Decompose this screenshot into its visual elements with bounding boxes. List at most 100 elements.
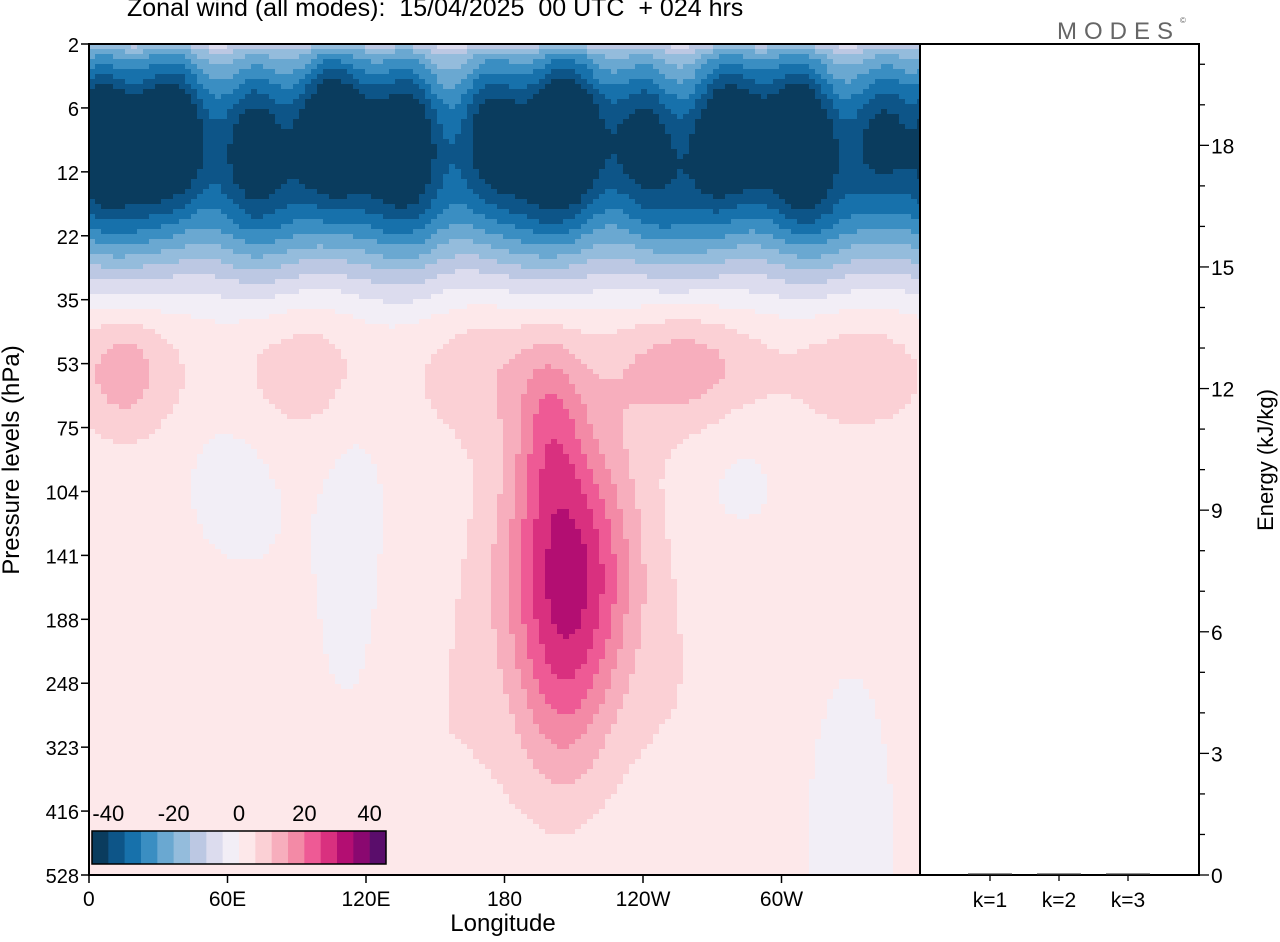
heatmap-cell <box>173 124 180 130</box>
heatmap-cell <box>395 44 402 50</box>
heatmap-cell <box>707 59 714 65</box>
heatmap-cell <box>761 129 768 135</box>
heatmap-cell <box>815 124 822 130</box>
heatmap-cell <box>449 99 456 105</box>
heatmap-cell <box>173 109 180 115</box>
heatmap-cell <box>527 184 534 190</box>
heatmap-cell <box>413 109 420 115</box>
heatmap-cell <box>311 154 318 160</box>
heatmap-cell <box>869 84 876 90</box>
heatmap-cell <box>479 79 486 85</box>
heatmap-cell <box>257 119 264 125</box>
heatmap-cell <box>659 129 666 135</box>
heatmap-cell <box>719 129 726 135</box>
heatmap-cell <box>665 179 672 185</box>
heatmap-cell <box>881 54 888 60</box>
heatmap-cell <box>191 49 198 55</box>
heatmap-cell <box>803 49 810 55</box>
heatmap-cell <box>533 159 540 165</box>
heatmap-cell <box>329 189 336 195</box>
heatmap-cell <box>887 159 894 165</box>
heatmap-cell <box>269 194 276 200</box>
heatmap-cell <box>695 49 702 55</box>
heatmap-cell <box>635 74 642 80</box>
heatmap-cell <box>575 74 582 80</box>
heatmap-cell <box>701 124 708 130</box>
heatmap-cell <box>635 189 642 195</box>
heatmap-cell <box>653 129 660 135</box>
heatmap-cell <box>779 99 786 105</box>
heatmap-cell <box>725 54 732 60</box>
heatmap-cell <box>401 199 408 205</box>
heatmap-cell <box>533 69 540 75</box>
heatmap-cell <box>407 139 414 145</box>
heatmap-cell <box>347 69 354 75</box>
heatmap-cell <box>767 84 774 90</box>
heatmap-cell <box>845 164 852 170</box>
heatmap-cell <box>779 189 786 195</box>
heatmap-cell <box>809 109 816 115</box>
heatmap-cell <box>515 109 522 115</box>
heatmap-cell <box>155 154 162 160</box>
heatmap-cell <box>365 69 372 75</box>
heatmap-cell <box>425 84 432 90</box>
heatmap-cell <box>515 64 522 70</box>
heatmap-cell <box>413 59 420 65</box>
heatmap-cell <box>527 204 534 210</box>
heatmap-cell <box>413 124 420 130</box>
heatmap-cell <box>167 139 174 145</box>
heatmap-cell <box>845 44 852 50</box>
heatmap-cell <box>689 119 696 125</box>
heatmap-cell <box>587 94 594 100</box>
heatmap-cell <box>149 204 156 210</box>
heatmap-cell <box>515 219 522 225</box>
heatmap-cell <box>851 204 858 210</box>
heatmap-cell <box>431 219 438 225</box>
heatmap-cell <box>275 179 282 185</box>
heatmap-cell <box>479 139 486 145</box>
heatmap-cell <box>695 189 702 195</box>
heatmap-cell <box>293 184 300 190</box>
heatmap-cell <box>341 179 348 185</box>
heatmap-cell <box>431 159 438 165</box>
heatmap-cell <box>551 69 558 75</box>
heatmap-cell <box>335 134 342 140</box>
heatmap-cell <box>731 74 738 80</box>
heatmap-cell <box>317 99 324 105</box>
heatmap-cell <box>809 169 816 175</box>
heatmap-cell <box>521 54 528 60</box>
heatmap-cell <box>551 129 558 135</box>
heatmap-cell <box>143 149 150 155</box>
heatmap-cell <box>851 84 858 90</box>
heatmap-cell <box>863 159 870 165</box>
heatmap-cell <box>239 79 246 85</box>
heatmap-cell <box>287 99 294 105</box>
heatmap-cell <box>863 214 870 220</box>
heatmap-cell <box>917 199 920 205</box>
heatmap-cell <box>341 189 348 195</box>
heatmap-cell <box>185 184 192 190</box>
heatmap-cell <box>503 134 510 140</box>
heatmap-cell <box>875 99 882 105</box>
heatmap-cell <box>443 94 450 100</box>
heatmap-cell <box>665 89 672 95</box>
heatmap-cell <box>311 44 318 50</box>
heatmap-cell <box>767 204 774 210</box>
heatmap-cell <box>125 139 132 145</box>
heatmap-cell <box>623 164 630 170</box>
heatmap-cell <box>119 144 126 150</box>
heatmap-cell <box>191 54 198 60</box>
heatmap-cell <box>257 199 264 205</box>
heatmap-cell <box>479 49 486 55</box>
heatmap-cell <box>779 94 786 100</box>
heatmap-cell <box>359 189 366 195</box>
heatmap-cell <box>389 184 396 190</box>
heatmap-cell <box>95 89 102 95</box>
heatmap-cell <box>425 144 432 150</box>
zonal-wind-field <box>89 44 920 875</box>
heatmap-cell <box>701 174 708 180</box>
heatmap-cell <box>665 134 672 140</box>
heatmap-cell <box>455 149 462 155</box>
heatmap-cell <box>167 74 174 80</box>
heatmap-cell <box>629 84 636 90</box>
